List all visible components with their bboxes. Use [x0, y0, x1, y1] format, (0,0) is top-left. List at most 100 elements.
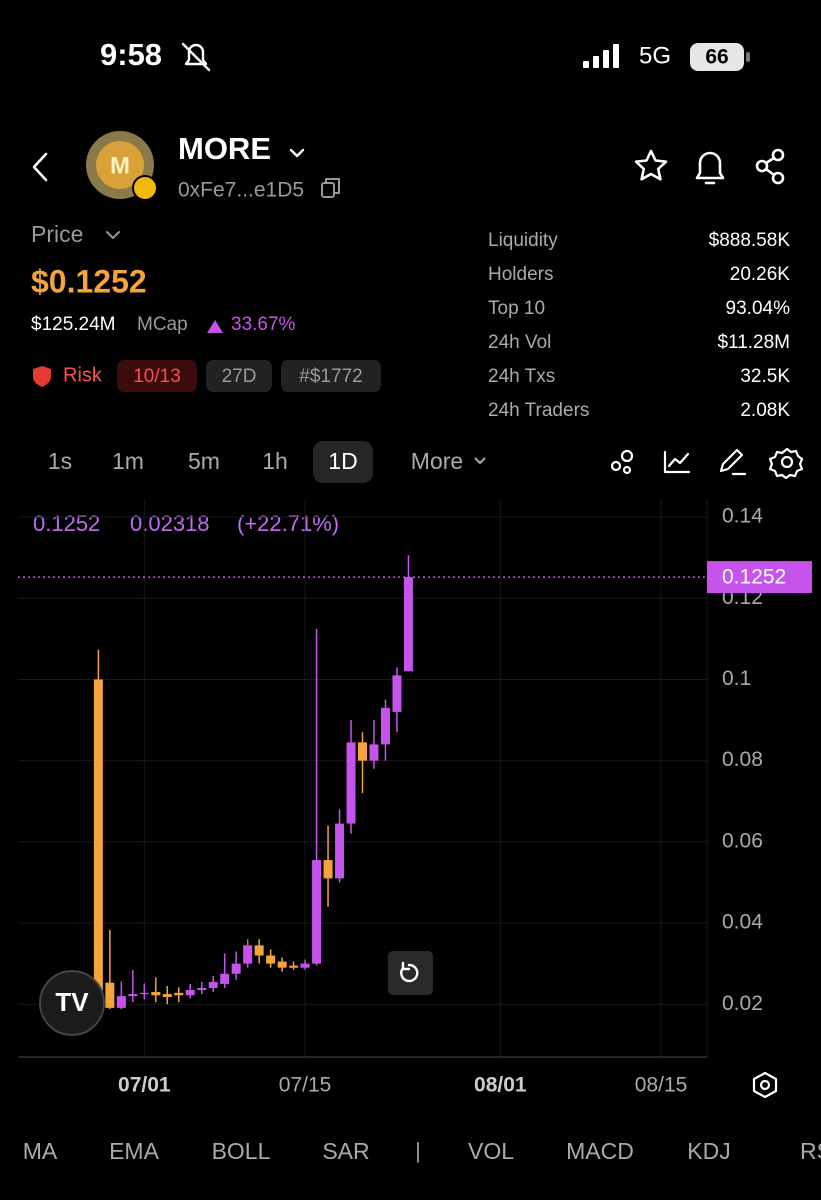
candle-body — [231, 963, 241, 974]
price-chevron[interactable] — [106, 231, 120, 239]
share-button[interactable] — [755, 148, 785, 185]
rank-pill — [281, 360, 381, 392]
candle-body — [174, 992, 184, 996]
stat-value: 20.26K — [730, 264, 791, 285]
battery-level: 66 — [705, 46, 728, 69]
y-tick-label: 0.06 — [722, 829, 763, 852]
x-tick-label: 07/15 — [279, 1074, 332, 1097]
risk-label[interactable]: Risk — [63, 364, 103, 386]
axis-settings[interactable] — [752, 1071, 778, 1099]
reset-icon — [400, 961, 419, 983]
chain-badge — [132, 175, 158, 201]
candle-body — [254, 945, 264, 956]
candle-body — [403, 577, 413, 672]
price-value: $0.1252 — [31, 263, 147, 299]
risk-pill[interactable] — [117, 360, 197, 392]
stat-label: Top 10 — [488, 298, 545, 319]
candle-body — [162, 994, 172, 997]
age-pill — [206, 360, 272, 392]
candle-body — [358, 742, 367, 761]
mute-icon — [181, 42, 211, 72]
copy-icon[interactable] — [321, 178, 340, 198]
tradingview-glyph: TV — [55, 987, 89, 1017]
x-tick-label: 08/15 — [635, 1074, 688, 1097]
stat-value: 32.5K — [740, 366, 790, 387]
indicator-tab[interactable]: KDJ — [687, 1138, 730, 1164]
timeframe-active — [313, 441, 373, 483]
indicator-divider: | — [415, 1138, 421, 1163]
indicator-tab[interactable]: RSI — [800, 1138, 821, 1164]
reset-button[interactable] — [388, 951, 433, 995]
stat-label: Liquidity — [488, 230, 558, 251]
more-chevron — [474, 457, 486, 465]
price-change: 33.67% — [231, 314, 296, 335]
readout-change: 0.02318 — [130, 511, 210, 536]
stat-value: $11.28M — [717, 332, 790, 353]
token-address: 0xFe7...e1D5 — [178, 179, 304, 202]
token-logo-inner — [96, 141, 144, 189]
candle-body — [185, 990, 195, 996]
indicator-tab[interactable]: VOL — [468, 1138, 514, 1164]
last-price-tag — [707, 561, 812, 594]
draw-icon[interactable] — [719, 448, 747, 476]
change-arrow — [207, 320, 223, 333]
risk-score: 10/13 — [133, 366, 181, 387]
candle-body — [300, 963, 310, 968]
indicator-tab[interactable]: EMA — [109, 1138, 160, 1164]
age: 27D — [222, 366, 257, 387]
timeframe-tab[interactable]: 5m — [188, 448, 220, 474]
candle-body — [392, 675, 402, 712]
back-button[interactable] — [32, 152, 48, 182]
timeframe-tab[interactable]: 1s — [48, 448, 72, 474]
settings-icon[interactable] — [768, 447, 804, 480]
timeframe-tab[interactable]: More — [411, 448, 463, 474]
x-tick-label: 08/01 — [474, 1074, 527, 1097]
indicator-icon[interactable] — [663, 450, 691, 474]
tradingview-logo[interactable] — [39, 970, 105, 1036]
stat-label: 24h Txs — [488, 366, 555, 387]
readout-change-pct: (+22.71%) — [237, 511, 339, 536]
indicator-tab[interactable]: MA — [23, 1138, 58, 1164]
status-time: 9:58 — [100, 37, 162, 72]
stat-value: 2.08K — [740, 400, 790, 421]
price-label[interactable]: Price — [31, 221, 83, 247]
rank: #$1772 — [299, 366, 362, 387]
timeframe-tab[interactable]: 1m — [112, 448, 144, 474]
candle-body — [116, 996, 126, 1008]
y-tick-label: 0.02 — [722, 992, 763, 1015]
last-price-label: 0.1252 — [722, 566, 786, 589]
candle-body — [277, 961, 287, 968]
candle-body — [335, 823, 345, 879]
timeframe-tab[interactable]: 1D — [328, 448, 357, 474]
candle-body — [323, 860, 333, 879]
stat-label: 24h Traders — [488, 400, 589, 421]
mcap-label: MCap — [137, 314, 188, 335]
candle-body — [380, 707, 390, 745]
stat-value: $888.58K — [709, 230, 791, 251]
alert-button[interactable] — [695, 151, 725, 185]
stat-label: 24h Vol — [488, 332, 551, 353]
readout-close: 0.1252 — [33, 511, 100, 536]
battery-tip — [746, 52, 750, 62]
indicator-tab[interactable]: MACD — [566, 1138, 634, 1164]
timeframe-tab[interactable]: 1h — [262, 448, 288, 474]
y-tick-label: 0.08 — [722, 748, 763, 771]
candle-body — [266, 955, 276, 964]
compare-icon[interactable] — [610, 449, 634, 475]
indicator-tab[interactable]: BOLL — [212, 1138, 271, 1164]
token-name[interactable]: MORE — [178, 131, 271, 166]
logo-glyph: M — [110, 152, 130, 179]
candle-body — [105, 982, 115, 1008]
candle-body — [197, 987, 207, 991]
stat-label: Holders — [488, 264, 553, 285]
name-chevron[interactable] — [289, 148, 305, 158]
signal-icon — [583, 44, 619, 68]
candle-body — [93, 679, 103, 1001]
candle-body — [346, 742, 356, 824]
candle-body — [369, 744, 379, 761]
favorite-button[interactable] — [634, 149, 668, 181]
indicator-tab[interactable]: SAR — [322, 1138, 369, 1164]
candle-body — [151, 992, 161, 996]
risk-icon — [33, 366, 51, 387]
